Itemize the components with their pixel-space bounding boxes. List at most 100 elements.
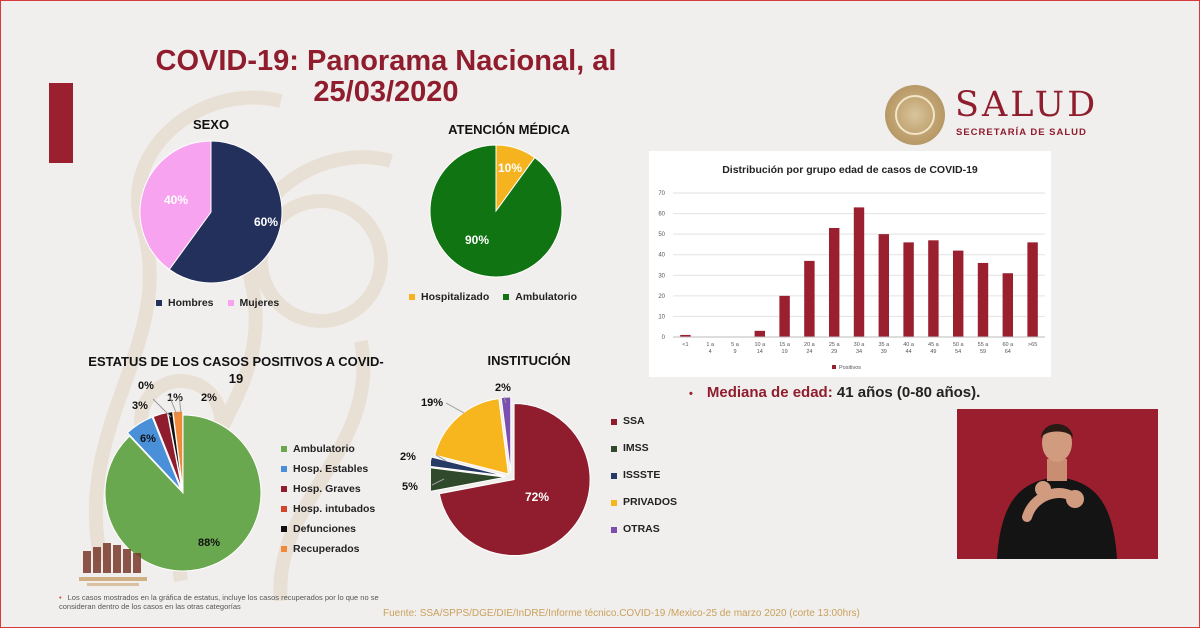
logo-wordmark: SALUD [955,85,1099,125]
x-tick-label: 35 a 39 [878,342,890,355]
sexo-pie-chart [139,140,283,284]
logo-subtitle: SECRETARÍA DE SALUD [956,127,1087,138]
y-tick-label: 40 [658,253,665,259]
atencion-chart-title: ATENCIÓN MÉDICA [448,122,570,137]
legend-swatch [281,446,287,452]
legend-item: SSA [611,408,677,435]
median-value: 41 años (0-80 años). [832,384,981,401]
legend-item: Hosp. Estables [281,459,375,479]
pie-slice-privados [434,398,509,475]
pie-slice-otras [500,397,512,474]
legend-label: Ambulatorio [515,291,578,303]
legend-label: Hosp. Graves [293,483,361,495]
y-tick-label: 20 [658,294,665,300]
legend-label: IMSS [623,442,649,454]
median-age-statement: • Mediana de edad: 41 años (0-80 años). [689,384,980,401]
bar [853,207,865,337]
pie-label-hospitalizado: 10% [498,161,523,175]
pie-label-imss: 5% [402,481,418,493]
x-tick-label: 55 a 59 [978,342,990,355]
legend-item: Ambulatorio [281,439,375,459]
legend-swatch [409,294,415,300]
legend-item: Mujeres [227,297,279,309]
legend-item: Recuperados [281,539,375,559]
legend-swatch [227,300,234,306]
title-line-1: COVID-19: Panorama Nacional, al [155,45,617,77]
pie-slice-recuperados [172,411,184,490]
footnote-bullet: • [59,593,62,602]
pie-leader-lines [431,396,507,486]
bullet-icon: • [689,388,693,400]
legend-label: Defunciones [293,523,357,535]
legend-label: ISSSTE [623,469,661,481]
age-chart-panel: Distribución por grupo edad de casos de … [649,151,1051,377]
bar-chart-title: Distribución por grupo edad de casos de … [722,164,978,176]
transformacion-logo-icon [79,543,147,586]
footnote-text: Los casos mostrados en la gráfica de est… [59,593,379,611]
bar [903,242,914,337]
sexo-legend: Hombres Mujeres [156,297,279,309]
bar [1027,242,1038,337]
legend-item: Hombres [156,297,214,309]
legend-item: IMSS [611,435,677,462]
legend-label: Hospitalizado [421,291,490,303]
pie-slice-issste [431,456,506,477]
legend-swatch [503,294,510,300]
x-tick-label: >65 [1028,342,1037,348]
title-line-2: 25/03/2020 [313,76,459,108]
salud-logo: SALUD SECRETARÍA DE SALUD [885,85,1135,145]
footnote: • Los casos mostrados en la gráfica de es… [59,593,404,611]
x-tick-label: 15 a 19 [779,342,791,355]
legend-swatch [611,418,617,425]
y-tick-label: 30 [658,273,665,279]
y-tick-label: 60 [658,212,665,218]
pie-label-mujeres: 40% [164,193,189,207]
y-tick-label: 10 [658,314,665,320]
atencion-legend: Hospitalizado Ambulatorio [409,291,577,303]
pie-label-hosp-estables: 6% [140,433,156,445]
legend-swatch [832,365,836,369]
bar [804,260,815,337]
atencion-pie-chart [429,144,563,278]
x-tick-label: 20 a 24 [804,342,816,355]
pie-label-ssa: 72% [525,490,550,504]
y-tick-label: 0 [662,335,666,341]
pie-label-issste: 2% [400,451,416,463]
y-tick-label: 70 [658,191,665,197]
pie-leader-lines [152,394,182,418]
institucion-legend: SSA IMSS ISSSTE PRIVADOS OTRAS [611,408,677,543]
x-tick-label: <1 [682,342,688,348]
estatus-chart-title: ESTATUS DE LOS CASOS POSITIVOS A COVID-1… [88,354,384,386]
age-bar-chart: Distribución por grupo edad de casos de … [658,164,1045,371]
legend-label: PRIVADOS [623,496,678,508]
legend-label: Positivos [839,365,861,371]
bar [754,330,766,337]
legend-swatch [156,300,162,306]
pie-label-privados: 19% [421,397,444,409]
pie-label-hosp-intubados: 0% [138,380,154,392]
x-tick-label: 30 a 34 [854,342,866,355]
legend-label: OTRAS [623,523,660,535]
slide-title: COVID-19: Panorama Nacional, al 25/03/20… [81,46,691,108]
legend-swatch [281,486,287,492]
legend-swatch [611,526,617,533]
legend-swatch [611,445,617,452]
x-tick-label: 60 a 64 [1002,342,1014,355]
bar [977,262,989,337]
legend-swatch [281,506,287,512]
legend-item: OTRAS [611,516,677,543]
bar [828,227,840,337]
legend-item: Hosp. intubados [281,499,375,519]
x-tick-label: 45 a 49 [928,342,940,355]
source-citation: Fuente: SSA/SPPS/DGE/DIE/InDRE/Informe t… [383,608,860,619]
pie-slice-ambulatorio [104,414,262,572]
interpreter-figure-icon [997,424,1117,559]
sign-language-interpreter-video [957,409,1158,559]
pie-label-hombres: 60% [254,215,279,229]
pie-label-recuperados: 2% [201,392,217,404]
estatus-pie-chart [104,411,262,572]
legend-swatch [611,472,617,479]
